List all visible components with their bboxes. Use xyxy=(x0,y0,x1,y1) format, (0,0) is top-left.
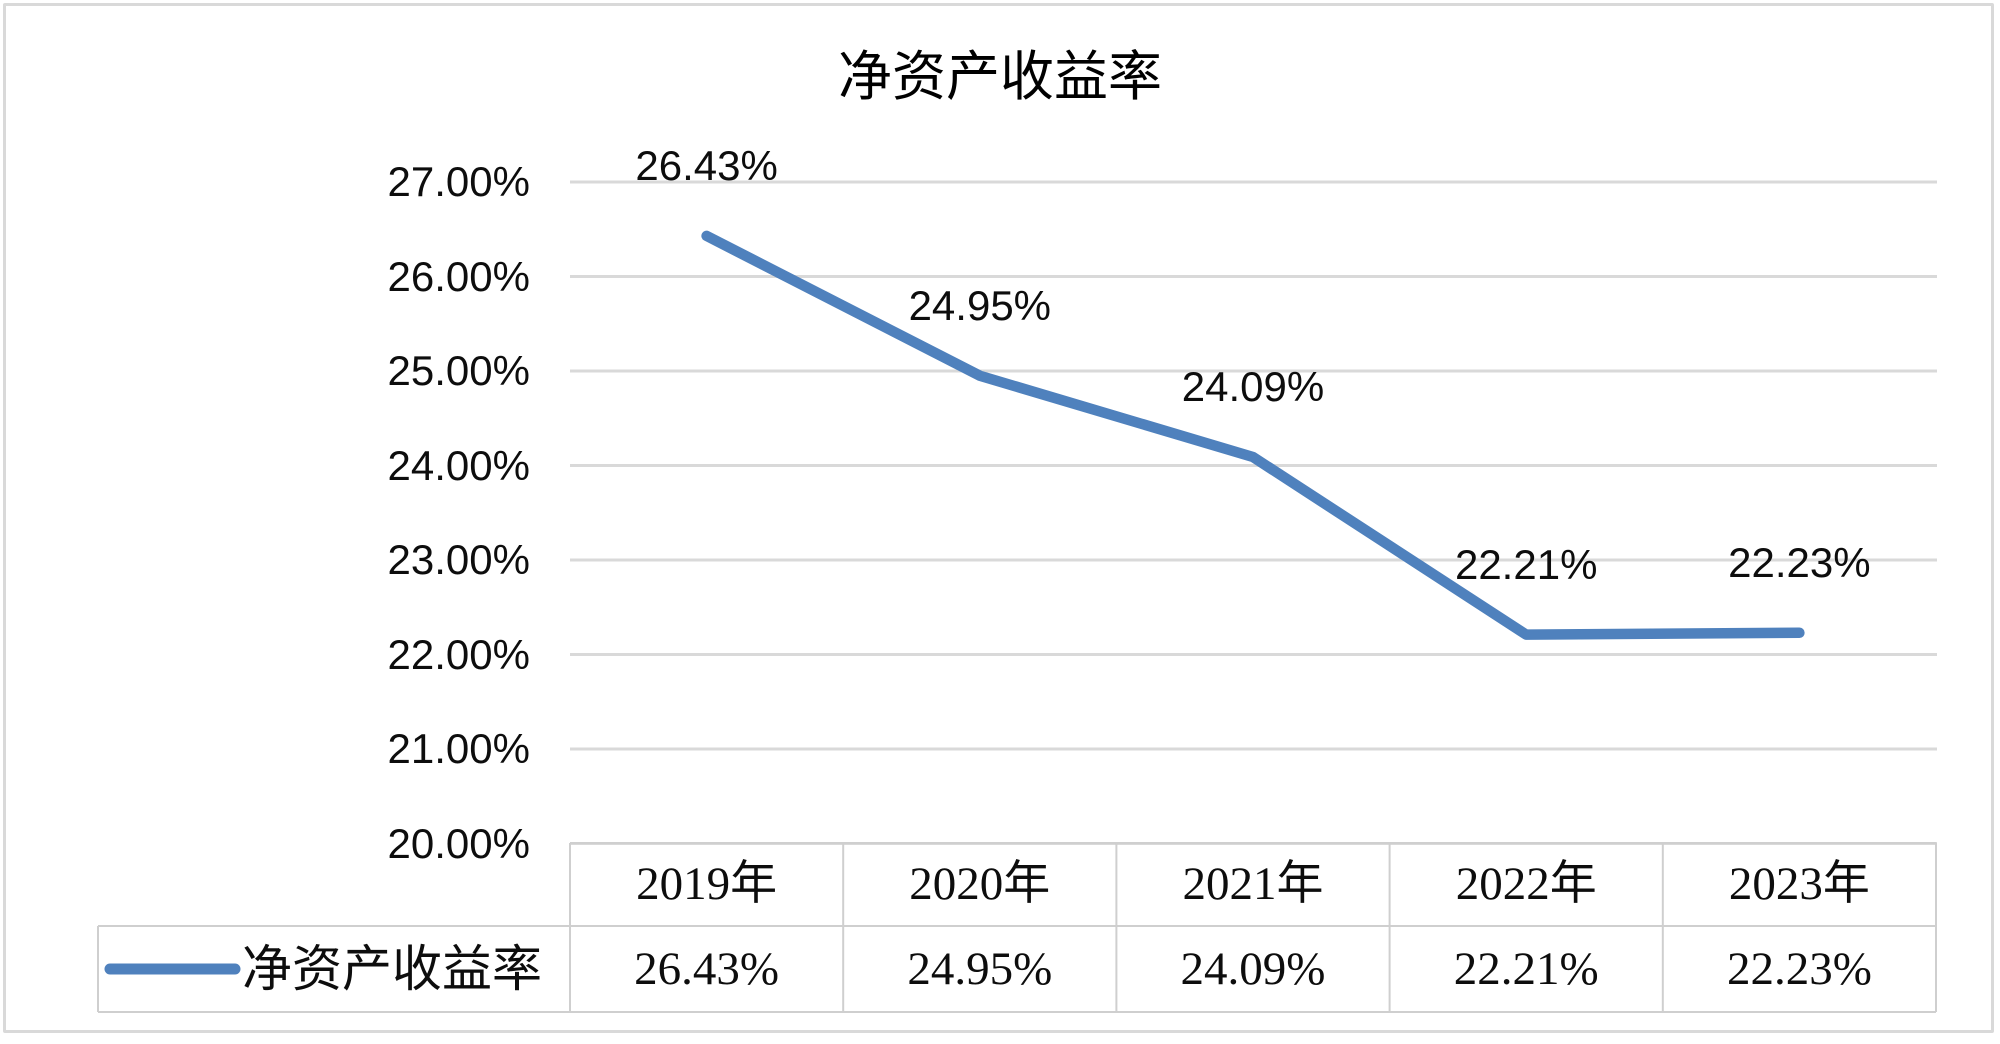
table-value-cell: 24.09% xyxy=(1180,943,1326,995)
table-value-cell: 26.43% xyxy=(634,943,780,995)
data-label: 26.43% xyxy=(635,141,778,189)
y-tick-label: 24.00% xyxy=(387,441,530,489)
data-label: 22.23% xyxy=(1728,538,1871,586)
chart-title: 净资产收益率 xyxy=(838,47,1162,107)
data-label: 24.95% xyxy=(908,281,1052,329)
series-line xyxy=(701,230,1805,640)
chart-border xyxy=(3,3,1994,1033)
data-label: 22.21% xyxy=(1454,540,1598,588)
y-tick-label: 25.00% xyxy=(387,347,530,394)
legend-label: 净资产收益率 xyxy=(242,941,542,997)
table-header-cell: 2019年 xyxy=(636,858,778,910)
table-value-cell: 22.21% xyxy=(1453,943,1599,995)
table-value-cell: 22.23% xyxy=(1726,943,1872,995)
table-header-cell: 2020年 xyxy=(909,858,1051,910)
table-header-cell: 2023年 xyxy=(1728,858,1870,910)
y-tick-label: 21.00% xyxy=(387,725,530,772)
y-tick-label: 20.00% xyxy=(387,819,530,867)
table-header-cell: 2022年 xyxy=(1455,858,1597,910)
y-tick-label: 22.00% xyxy=(387,630,530,678)
y-tick-label: 27.00% xyxy=(387,158,530,205)
table-header-cell: 2021年 xyxy=(1182,858,1324,910)
y-tick-label: 23.00% xyxy=(387,536,530,583)
data-label: 24.09% xyxy=(1181,362,1325,410)
y-tick-label: 26.00% xyxy=(387,252,530,300)
table-value-cell: 24.95% xyxy=(907,943,1053,995)
